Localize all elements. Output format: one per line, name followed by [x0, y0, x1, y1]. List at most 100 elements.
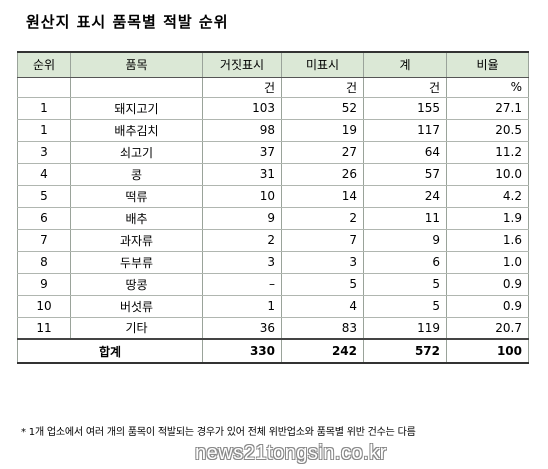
rank-cell: 6: [17, 207, 71, 230]
rank-cell: 10: [17, 295, 71, 318]
table-row: 6 배추 9 2 11 1.9: [17, 207, 529, 230]
unlabeled-cell: 2: [281, 207, 364, 230]
ratio-cell: 20.7: [446, 317, 529, 340]
table-row: 9 땅콩 –5 5 0.9: [17, 273, 529, 296]
sum-cell: 57: [363, 163, 447, 186]
item-cell: 쇠고기: [70, 141, 203, 164]
table-row: 11 기타 36 83 119 20.7: [17, 317, 529, 340]
unlabeled-cell: 52: [281, 97, 364, 120]
table-row: 7 과자류 2 7 9 1.6: [17, 229, 529, 252]
table-row: 5 떡류 10 14 24 4.2: [17, 185, 529, 208]
false-label-cell: 1: [202, 295, 282, 318]
false-label-cell: 98: [202, 119, 282, 142]
table-row: 3 쇠고기 37 27 64 11.2: [17, 141, 529, 164]
total-false-label: 330: [202, 338, 282, 364]
header-item: 품목: [70, 51, 203, 78]
rank-cell: 11: [17, 317, 71, 340]
item-cell: 돼지고기: [70, 97, 203, 120]
rank-cell: 7: [17, 229, 71, 252]
sum-cell: 24: [363, 185, 447, 208]
unit-cell: %: [446, 77, 529, 98]
false-label-cell: 31: [202, 163, 282, 186]
unlabeled-cell: 3: [281, 251, 364, 274]
rank-cell: 1: [17, 119, 71, 142]
rank-cell: 9: [17, 273, 71, 296]
table-row: 10 버섯류 1 4 5 0.9: [17, 295, 529, 318]
rank-cell: 8: [17, 251, 71, 274]
header-unlabeled: 미표시: [281, 51, 364, 78]
item-cell: 과자류: [70, 229, 203, 252]
sum-cell: 5: [363, 273, 447, 296]
header-false-label: 거짓표시: [202, 51, 282, 78]
footnote: * 1개 업소에서 여러 개의 품목이 적발되는 경우가 있어 전체 위반업소와…: [21, 427, 416, 438]
unlabeled-cell: 7: [281, 229, 364, 252]
header-sum: 계: [363, 51, 447, 78]
ratio-cell: 0.9: [446, 295, 529, 318]
rank-cell: 3: [17, 141, 71, 164]
unit-cell: 건: [202, 77, 282, 98]
table-header-row: 순위 품목 거짓표시 미표시 계 비율: [17, 51, 529, 78]
unlabeled-cell: 27: [281, 141, 364, 164]
rank-cell: 5: [17, 185, 71, 208]
sum-cell: 11: [363, 207, 447, 230]
table-row: 8 두부류 3 3 6 1.0: [17, 251, 529, 274]
table-row: 1 배추김치 98 19 117 20.5: [17, 119, 529, 142]
rank-cell: 4: [17, 163, 71, 186]
table-row: 4 콩 31 26 57 10.0: [17, 163, 529, 186]
watermark: news21tongsin.co.kr: [195, 442, 387, 464]
unit-cell: [70, 77, 203, 98]
false-label-cell: –: [202, 273, 282, 296]
units-row: 건 건 건 %: [17, 77, 529, 98]
unit-cell: 건: [281, 77, 364, 98]
ratio-cell: 20.5: [446, 119, 529, 142]
unlabeled-cell: 5: [281, 273, 364, 296]
violation-ranking-table: 순위 품목 거짓표시 미표시 계 비율 건 건 건 % 1 돼지고기 103 52 15…: [17, 51, 529, 364]
ratio-cell: 10.0: [446, 163, 529, 186]
header-rank: 순위: [17, 51, 71, 78]
ratio-cell: 0.9: [446, 273, 529, 296]
item-cell: 기타: [70, 317, 203, 340]
false-label-cell: 2: [202, 229, 282, 252]
item-cell: 떡류: [70, 185, 203, 208]
item-cell: 두부류: [70, 251, 203, 274]
unlabeled-cell: 83: [281, 317, 364, 340]
total-label: 합계: [17, 338, 203, 364]
header-ratio: 비율: [446, 51, 529, 78]
unit-cell: 건: [363, 77, 447, 98]
sum-cell: 9: [363, 229, 447, 252]
item-cell: 콩: [70, 163, 203, 186]
unlabeled-cell: 19: [281, 119, 364, 142]
ratio-cell: 1.0: [446, 251, 529, 274]
item-cell: 버섯류: [70, 295, 203, 318]
page-title: 원산지 표시 품목별 적발 순위: [26, 13, 229, 31]
total-ratio: 100: [446, 338, 529, 364]
total-sum: 572: [363, 338, 447, 364]
sum-cell: 5: [363, 295, 447, 318]
total-unlabeled: 242: [281, 338, 364, 364]
unlabeled-cell: 14: [281, 185, 364, 208]
table-row: 1 돼지고기 103 52 155 27.1: [17, 97, 529, 120]
rank-cell: 1: [17, 97, 71, 120]
sum-cell: 155: [363, 97, 447, 120]
unit-cell: [17, 77, 71, 98]
item-cell: 배추김치: [70, 119, 203, 142]
false-label-cell: 36: [202, 317, 282, 340]
item-cell: 배추: [70, 207, 203, 230]
false-label-cell: 103: [202, 97, 282, 120]
total-row: 합계 330 242 572 100: [17, 338, 529, 364]
sum-cell: 6: [363, 251, 447, 274]
item-cell: 땅콩: [70, 273, 203, 296]
ratio-cell: 4.2: [446, 185, 529, 208]
unlabeled-cell: 4: [281, 295, 364, 318]
sum-cell: 64: [363, 141, 447, 164]
false-label-cell: 9: [202, 207, 282, 230]
ratio-cell: 1.6: [446, 229, 529, 252]
ratio-cell: 11.2: [446, 141, 529, 164]
false-label-cell: 3: [202, 251, 282, 274]
unlabeled-cell: 26: [281, 163, 364, 186]
sum-cell: 119: [363, 317, 447, 340]
false-label-cell: 10: [202, 185, 282, 208]
ratio-cell: 1.9: [446, 207, 529, 230]
false-label-cell: 37: [202, 141, 282, 164]
ratio-cell: 27.1: [446, 97, 529, 120]
